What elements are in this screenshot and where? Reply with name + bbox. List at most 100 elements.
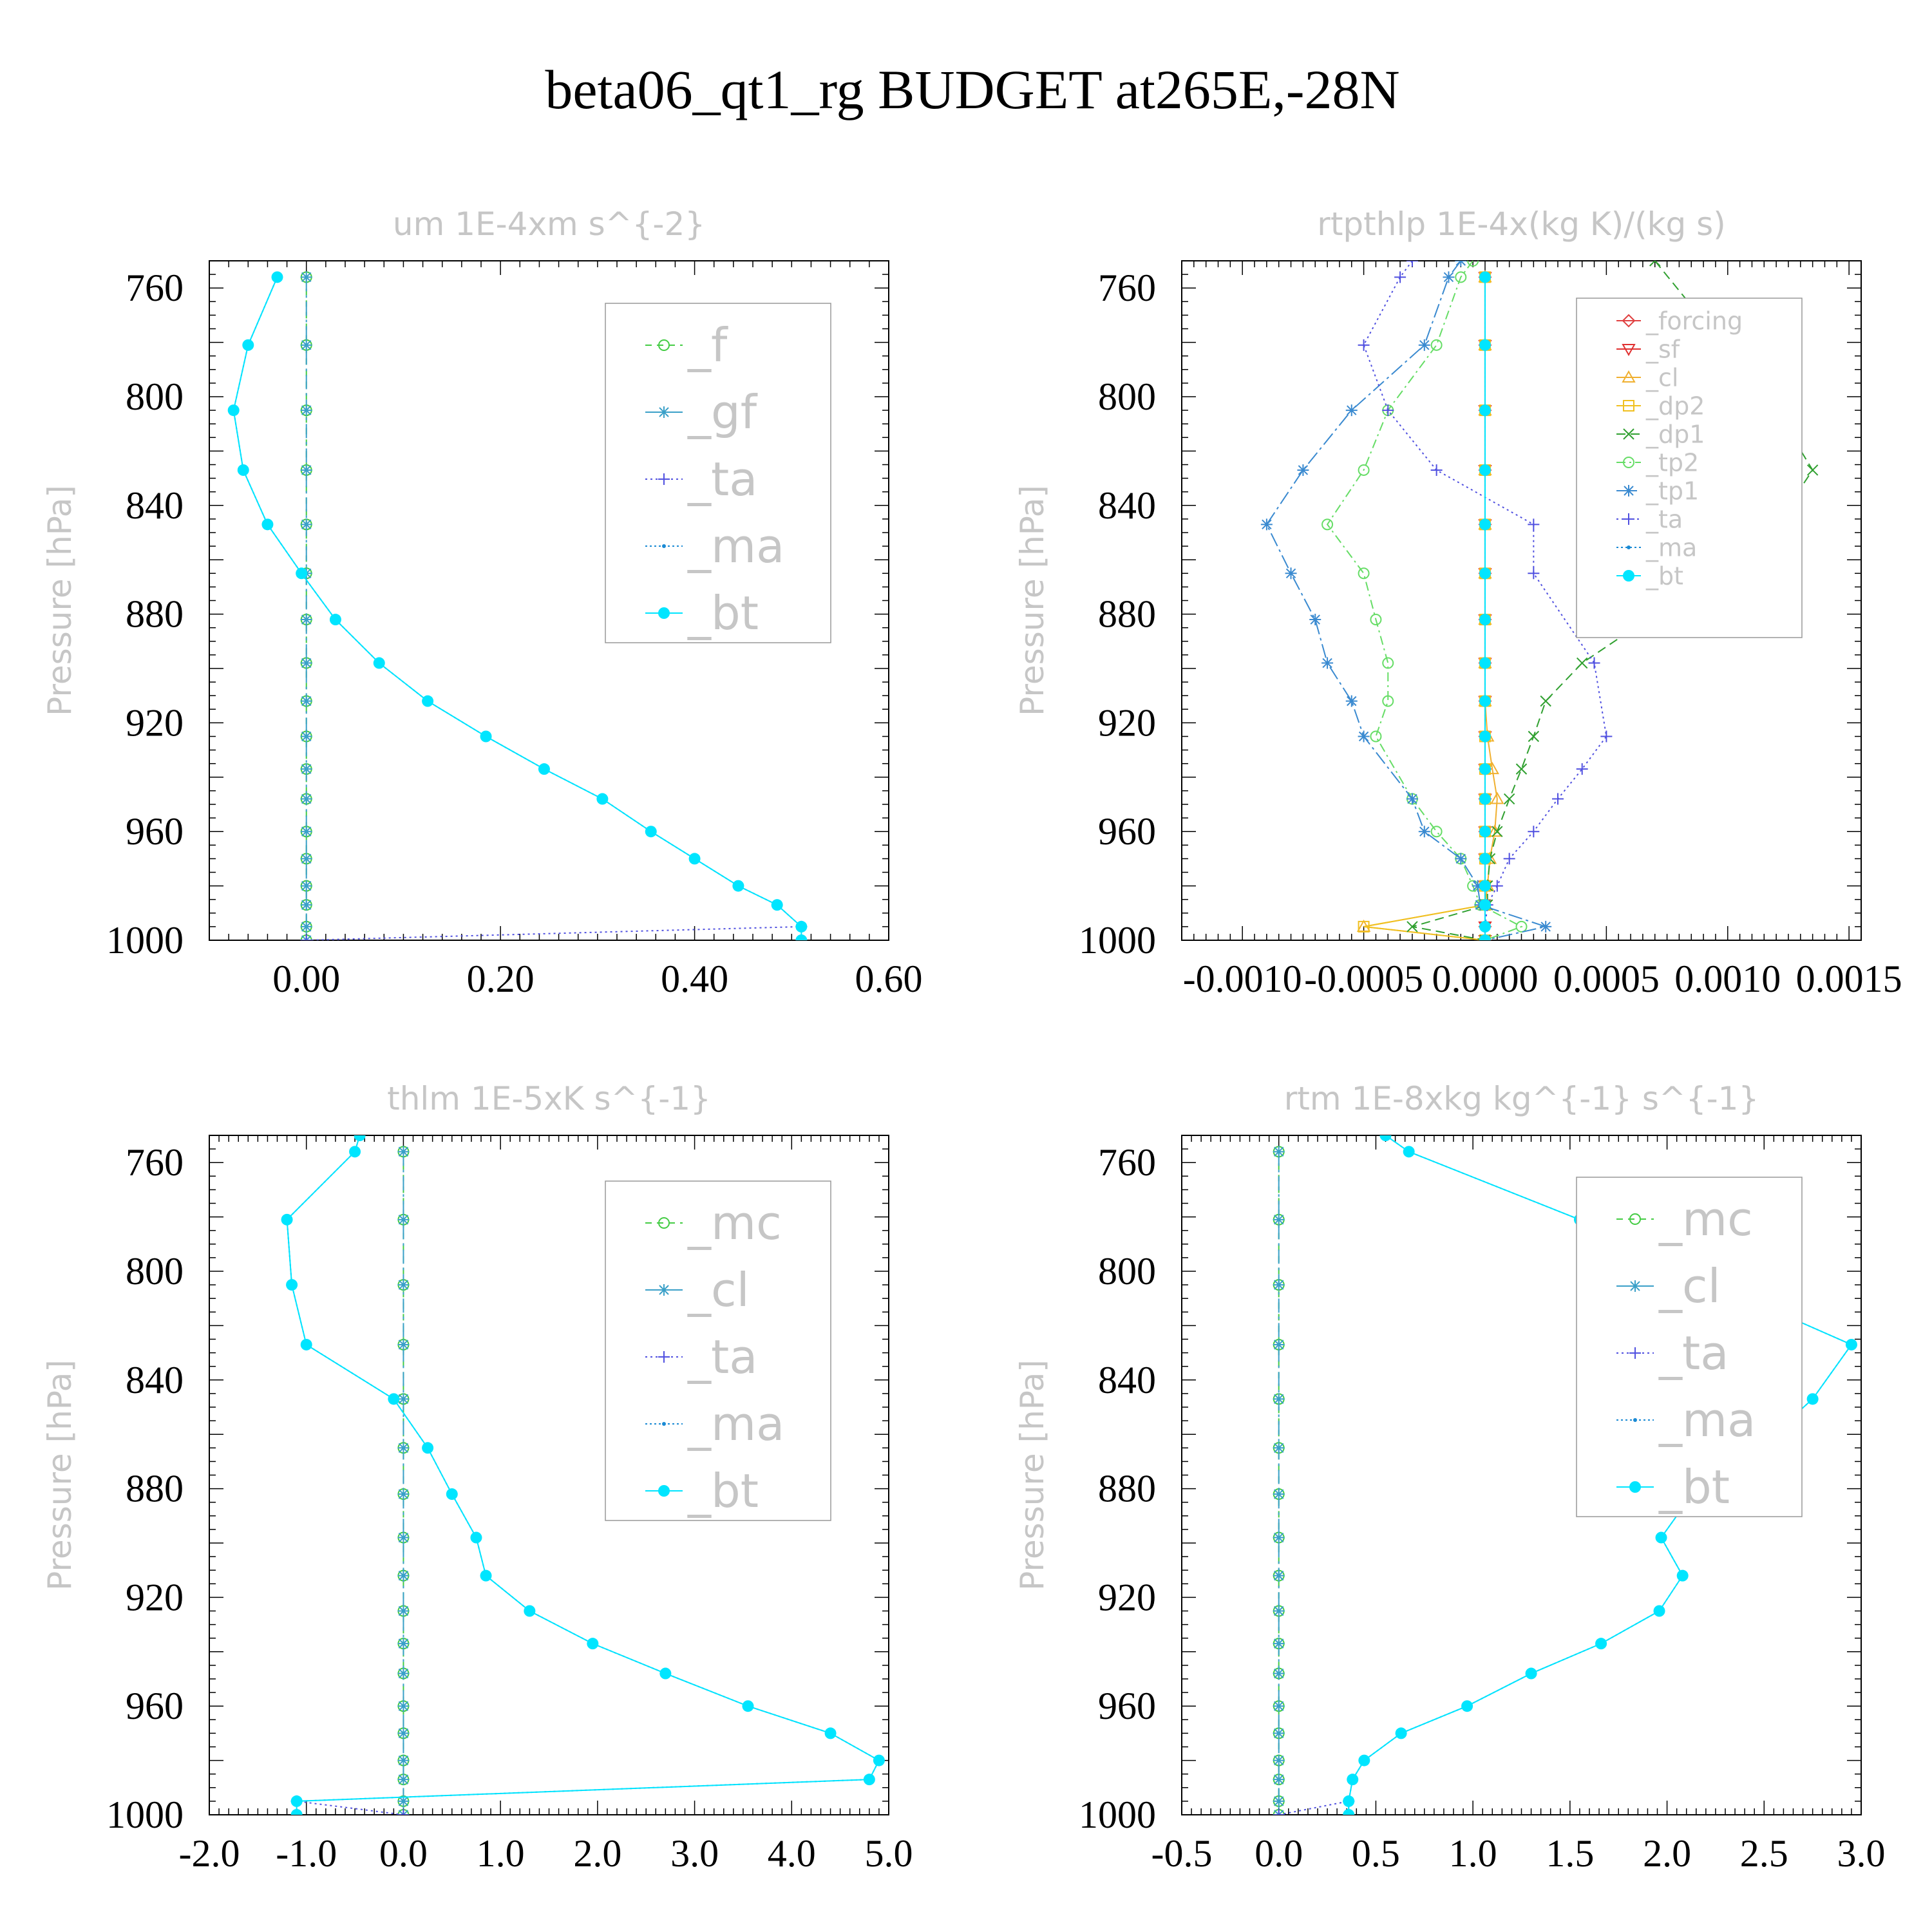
data-point-tp2	[1370, 614, 1382, 626]
data-point-bt	[1343, 1795, 1355, 1807]
data-point-tp1	[1345, 404, 1358, 417]
y-tick-label: 880	[1098, 1468, 1156, 1510]
data-point-cl	[397, 1146, 410, 1158]
legend-marker-tp2	[1623, 457, 1634, 468]
data-point-tp2	[1358, 567, 1370, 580]
x-tick-label: -0.0005	[1304, 958, 1423, 1000]
legend-label-ta: _ta	[1658, 1326, 1728, 1380]
legend-marker-ma	[662, 1422, 666, 1426]
data-point-bt	[538, 763, 550, 775]
legend-marker-ta	[658, 473, 670, 485]
data-point-ta	[1503, 853, 1515, 865]
data-point-bt	[480, 730, 492, 743]
x-tick-label: 5.0	[865, 1832, 913, 1875]
legend: _f _gf _ta _ma _bt	[605, 303, 831, 643]
data-point-bt	[645, 826, 657, 838]
legend-marker-mc	[1629, 1213, 1641, 1225]
legend-label-sf: _sf	[1645, 335, 1681, 363]
data-point-bt	[1358, 1754, 1370, 1766]
data-point-bt	[349, 1146, 361, 1158]
y-tick-label: 1000	[1079, 919, 1156, 961]
x-tick-label: 0.0	[1255, 1832, 1303, 1875]
y-axis-label: Pressure [hPa]	[1014, 485, 1051, 716]
data-point-bt	[300, 1338, 312, 1350]
legend-label-ma: _ma	[687, 1397, 784, 1451]
data-point-ta	[1600, 730, 1613, 743]
data-point-ta	[1552, 793, 1564, 805]
x-tick-label: 1.0	[1449, 1832, 1497, 1875]
legend-marker-tp1	[1623, 485, 1634, 497]
data-point-bt	[1655, 1531, 1667, 1544]
data-point-bt	[1461, 1700, 1473, 1712]
chart-panel-3: thlm 1E-5xK s^{-1} Pressure [hPa] 760 800 84…	[41, 1080, 913, 1875]
data-point-ta	[1406, 261, 1418, 267]
y-tick-label: 920	[1098, 701, 1156, 744]
y-tick-label: 1000	[106, 919, 184, 961]
data-point-bt	[290, 1809, 303, 1815]
data-point-bt	[1479, 614, 1491, 626]
data-point-tp2	[1467, 261, 1479, 267]
data-point-cl	[397, 1531, 410, 1544]
legend-marker-bt	[658, 1485, 670, 1497]
data-point-bt	[242, 339, 254, 351]
series-line-dp1	[1412, 261, 1814, 940]
panel-title: rtm 1E-8xkg kg^{-1} s^{-1}	[1284, 1080, 1759, 1117]
data-point-bt	[1479, 880, 1491, 892]
data-point-gf	[300, 339, 312, 351]
data-point-ta	[1528, 567, 1540, 580]
x-tick-label: 0.0	[379, 1832, 428, 1875]
legend-label-gf: _gf	[687, 385, 758, 439]
y-tick-label: 800	[126, 375, 184, 418]
legend-marker-dp2	[1623, 400, 1634, 412]
panel-title: rtpthlp 1E-4x(kg K)/(kg s)	[1317, 205, 1725, 243]
panels: um 1E-4xm s^{-2} Pressure [hPa] 760 800 840 8…	[41, 205, 1902, 1875]
x-tick-label: 3.0	[1837, 1832, 1886, 1875]
data-point-bt	[1379, 1135, 1392, 1141]
data-point-tp1	[1455, 853, 1467, 865]
data-point-bt	[237, 464, 249, 476]
data-point-cl	[397, 1754, 410, 1766]
data-point-tp2	[1321, 518, 1334, 531]
data-point-bt	[1347, 1774, 1359, 1786]
legend-label-ta: _ta	[687, 1330, 757, 1384]
legend-marker-ta	[658, 1351, 670, 1363]
legend-label-ma: _ma	[1645, 533, 1697, 562]
data-point-bt	[296, 567, 308, 580]
data-point-bt	[524, 1605, 536, 1617]
legend-marker-ma	[662, 544, 666, 548]
data-point-tp1	[1540, 920, 1552, 933]
data-point-bt	[271, 271, 283, 283]
legend-marker-ta	[1629, 1347, 1641, 1359]
data-point-gf	[300, 271, 312, 283]
legend-marker-dp1	[1623, 428, 1634, 440]
x-tick-label: 0.0015	[1796, 958, 1902, 1000]
data-point-cl	[1273, 1338, 1285, 1350]
y-axis-label: Pressure [hPa]	[41, 485, 79, 716]
data-point-bt	[290, 1795, 303, 1807]
data-point-cl	[1273, 1638, 1285, 1650]
data-point-cl	[1273, 1605, 1285, 1617]
data-point-bt	[771, 899, 783, 911]
x-tick-label: 0.0000	[1432, 958, 1538, 1000]
y-tick-label: 1000	[1079, 1794, 1156, 1836]
data-point-bt	[1479, 695, 1491, 707]
data-point-cl	[397, 1488, 410, 1501]
legend-marker-sf	[1622, 344, 1636, 357]
data-point-gf	[300, 853, 312, 865]
data-point-gf	[300, 657, 312, 669]
data-point-gf	[300, 614, 312, 626]
data-point-cl	[1273, 1146, 1285, 1158]
data-point-tp1	[1418, 826, 1430, 838]
figure-title: beta06_qt1_rg BUDGET at265E,-28N	[545, 59, 1399, 120]
data-point-bt	[1479, 899, 1491, 911]
data-point-gf	[300, 899, 312, 911]
data-point-gf	[300, 880, 312, 892]
data-point-tp2	[1430, 339, 1443, 351]
y-tick-label: 960	[1098, 810, 1156, 853]
y-tick-label: 800	[1098, 375, 1156, 418]
legend-marker-forcing	[1622, 314, 1636, 328]
data-point-gf	[300, 404, 312, 417]
y-tick-label: 920	[126, 701, 184, 744]
data-point-bt	[1479, 934, 1491, 940]
legend-box	[605, 1180, 831, 1521]
